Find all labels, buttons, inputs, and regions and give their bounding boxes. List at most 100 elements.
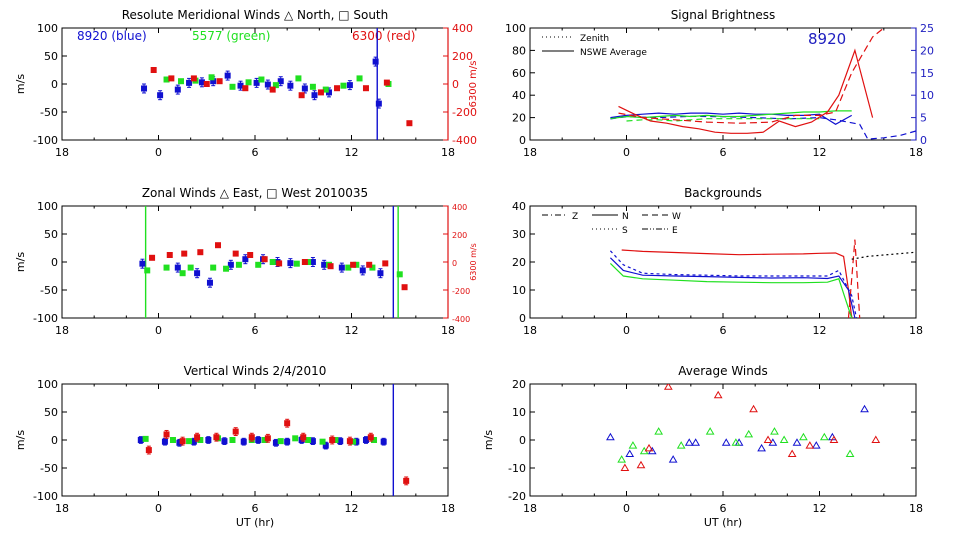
y-tick-label: -50 (40, 462, 58, 475)
data-point (359, 267, 366, 274)
data-point (284, 420, 291, 427)
series-line (610, 112, 852, 125)
x-tick-label: 18 (909, 146, 923, 159)
data-point (287, 260, 294, 267)
data-point (305, 437, 312, 443)
series-group (139, 242, 408, 291)
data-point (198, 79, 205, 86)
legend-label: Zenith (580, 34, 609, 44)
data-point (322, 86, 329, 93)
data-point (276, 260, 283, 267)
data-point (346, 438, 353, 445)
data-point (242, 256, 249, 263)
data-point (845, 449, 855, 457)
data-point (292, 435, 299, 442)
legend-blue: 8920 (blue) (77, 29, 147, 43)
data-point (293, 260, 300, 267)
legend-green: 5577 (green) (192, 29, 270, 43)
data-point (161, 438, 168, 445)
series-line (851, 251, 916, 260)
data-point (636, 460, 646, 469)
y-tick-label: 30 (512, 228, 526, 241)
data-point (380, 438, 387, 445)
data-point (321, 261, 328, 268)
y-tick-label: 100 (37, 378, 58, 391)
data-point (240, 438, 247, 445)
x-tick-label: 0 (155, 324, 162, 337)
data-point (606, 432, 615, 441)
x-tick-label: 0 (623, 502, 630, 515)
y-tick-label: -50 (40, 106, 58, 119)
data-point (206, 279, 213, 286)
data-point (194, 434, 201, 441)
data-point (309, 259, 316, 265)
data-point (322, 442, 329, 449)
data-point (372, 58, 379, 65)
data-point (141, 85, 148, 92)
data-point (269, 86, 276, 93)
data-point (805, 441, 815, 449)
x-tick-label: 18 (523, 502, 537, 515)
x-tick-label: 18 (523, 324, 537, 337)
series-group (606, 384, 881, 471)
y-tick-label: 40 (512, 89, 526, 102)
data-point (382, 260, 389, 267)
legend-label: N (622, 212, 629, 222)
data-point (406, 120, 413, 127)
data-point (770, 427, 779, 435)
data-point (367, 434, 374, 441)
data-point (157, 92, 164, 99)
series-line (609, 257, 856, 318)
x-tick-label: 12 (345, 324, 359, 337)
y-tick-label: 80 (512, 44, 526, 57)
data-point (663, 384, 673, 390)
right-y-tick-label: 400 (452, 203, 467, 212)
data-point (287, 82, 294, 89)
data-point (258, 76, 265, 83)
y-tick-label: 0 (519, 134, 526, 147)
data-point (792, 438, 802, 446)
data-point (871, 435, 881, 443)
x-tick-label: 18 (909, 502, 923, 515)
data-point (168, 75, 175, 82)
data-point (625, 449, 635, 457)
data-point (247, 252, 254, 258)
x-tick-label: 6 (720, 324, 727, 337)
data-point (149, 254, 156, 261)
x-tick-label: 18 (441, 146, 455, 159)
data-point (145, 447, 152, 454)
data-point (221, 438, 228, 445)
y-tick-label: 10 (512, 284, 526, 297)
data-point (356, 75, 363, 82)
y-axis-label: m/s (14, 74, 27, 94)
data-point (644, 443, 654, 452)
data-point (163, 76, 170, 83)
x-tick-label: 18 (55, 324, 69, 337)
data-point (763, 435, 773, 443)
data-point (327, 263, 334, 270)
data-point (187, 264, 194, 271)
right-y-tick-label: 400 (452, 22, 473, 35)
data-point (705, 427, 715, 435)
chart-title: Resolute Meridional Winds △ North, □ Sou… (122, 8, 389, 22)
legend-label: W (672, 212, 681, 222)
y-tick-label: -50 (40, 284, 58, 297)
data-point (298, 92, 305, 99)
data-point (749, 404, 758, 413)
x-tick-label: 6 (720, 502, 727, 515)
data-point (261, 256, 268, 263)
data-point (383, 79, 390, 86)
data-point (277, 78, 284, 85)
right-y-tick-label: -200 (452, 106, 477, 119)
right-y-tick-label: 25 (920, 22, 934, 35)
chart-annotation: 8920 (808, 30, 846, 48)
x-tick-label: 0 (623, 146, 630, 159)
data-point (210, 264, 217, 271)
y-tick-label: 0 (51, 78, 58, 91)
right-y-tick-label: 0 (452, 259, 457, 268)
y-tick-label: 40 (512, 200, 526, 213)
data-point (264, 81, 271, 88)
y-tick-label: 20 (512, 256, 526, 269)
